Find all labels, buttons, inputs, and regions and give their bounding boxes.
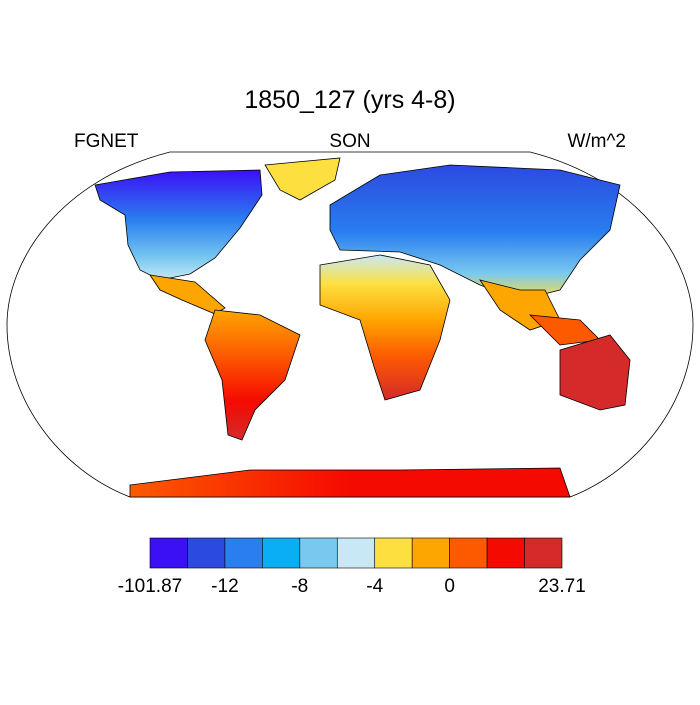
- center-string: SON: [329, 131, 370, 152]
- colorbar-box: [374, 537, 413, 569]
- map: [6, 151, 694, 498]
- colorbar-label: -12: [211, 576, 238, 597]
- colorbar-label: -8: [291, 576, 308, 597]
- colorbar-box: [187, 537, 226, 569]
- colorbar-box: [224, 537, 263, 569]
- colorbar-box: [299, 537, 338, 569]
- colorbar-box: [449, 537, 488, 569]
- map-title: 1850_127 (yrs 4-8): [244, 86, 455, 114]
- south-america: [204, 309, 301, 441]
- africa: [319, 254, 451, 401]
- colorbar-box: [524, 537, 563, 569]
- colorbar-label: 0: [444, 576, 455, 597]
- colorbar-label: -101.87: [118, 576, 182, 597]
- australia: [559, 334, 631, 411]
- left-string: FGNET: [74, 131, 139, 152]
- colorbar-box: [486, 537, 525, 569]
- colorbar-box: [262, 537, 301, 569]
- colorbar-box: [149, 537, 188, 569]
- colorbar-label: -4: [366, 576, 383, 597]
- eurasia: [329, 164, 621, 301]
- colorbar-label: 23.71: [538, 576, 586, 597]
- greenland: [264, 157, 341, 201]
- north-america: [94, 169, 263, 281]
- colorbar: -101.87 -12 -8 -4 0 23.71: [118, 537, 586, 597]
- colorbar-box: [411, 537, 450, 569]
- continents: [94, 157, 631, 498]
- right-string: W/m^2: [567, 131, 626, 152]
- colorbar-box: [336, 537, 376, 569]
- antarctica: [129, 467, 571, 498]
